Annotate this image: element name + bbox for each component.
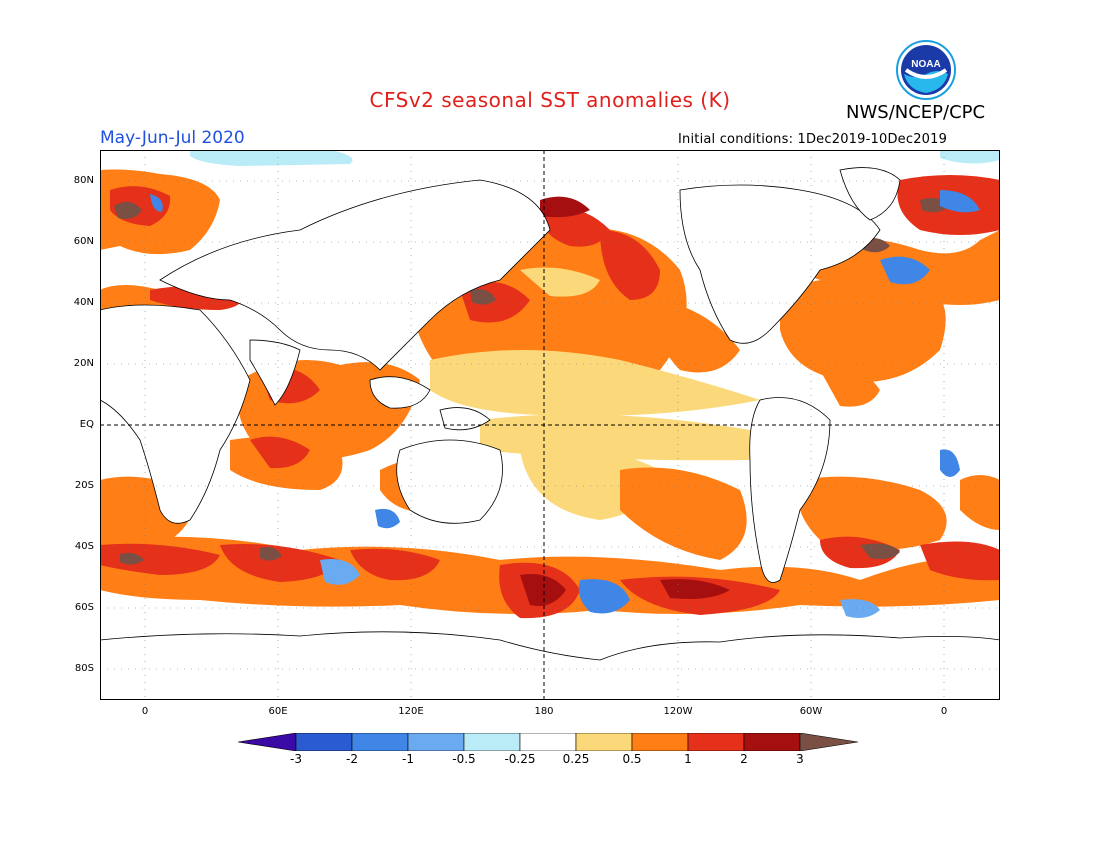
colorbar-label-1: 1 bbox=[684, 752, 692, 766]
colorbar-segment bbox=[631, 733, 689, 751]
initial-conditions-label: Initial conditions: 1Dec2019-10Dec2019 bbox=[678, 132, 948, 147]
colorbar-label-2: 2 bbox=[740, 752, 748, 766]
lon-label-120e: 120E bbox=[398, 706, 424, 717]
colorbar-label-05: 0.5 bbox=[622, 752, 642, 766]
lon-label-0-east: 0 bbox=[940, 706, 948, 717]
colorbar-segment bbox=[519, 733, 577, 751]
colorbar bbox=[238, 733, 859, 751]
colorbar-label-025: 0.25 bbox=[562, 752, 590, 766]
colorbar-segment bbox=[351, 733, 409, 751]
colorbar-segment bbox=[407, 733, 465, 751]
sst-anomaly-map bbox=[100, 150, 1000, 700]
colorbar-arrow-high bbox=[799, 733, 859, 751]
svg-text:NOAA: NOAA bbox=[911, 59, 940, 70]
graticule bbox=[100, 150, 1000, 700]
colorbar-label-m2: -2 bbox=[346, 752, 358, 766]
lat-label-60n: 60N bbox=[73, 236, 94, 247]
lat-label-20s: 20S bbox=[74, 480, 94, 491]
lat-label-60s: 60S bbox=[74, 602, 94, 613]
lon-label-60w: 60W bbox=[799, 706, 823, 717]
arctic-cool-band-east bbox=[940, 150, 1000, 164]
lat-label-20n: 20N bbox=[73, 358, 94, 369]
lat-label-80n: 80N bbox=[73, 175, 94, 186]
colorbar-label-3: 3 bbox=[796, 752, 804, 766]
colorbar-label-m1: -1 bbox=[402, 752, 414, 766]
colorbar-label-m025: -0.25 bbox=[504, 752, 536, 766]
colorbar-segment bbox=[743, 733, 801, 751]
lon-label-180: 180 bbox=[534, 706, 554, 717]
agency-label: NWS/NCEP/CPC bbox=[846, 102, 986, 123]
continent-outlines bbox=[100, 167, 1000, 700]
lat-label-40s: 40S bbox=[74, 541, 94, 552]
arctic-cool-band bbox=[190, 150, 353, 166]
southern-cool-patch bbox=[578, 579, 630, 614]
lon-label-120w: 120W bbox=[663, 706, 693, 717]
lat-label-80s: 80S bbox=[74, 663, 94, 674]
colorbar-segment bbox=[575, 733, 633, 751]
colorbar-label-m05: -0.5 bbox=[452, 752, 476, 766]
colorbar-segment bbox=[463, 733, 521, 751]
lat-label-40n: 40N bbox=[73, 297, 94, 308]
colorbar-segment bbox=[687, 733, 745, 751]
lon-label-0-west: 0 bbox=[141, 706, 149, 717]
lon-label-60e: 60E bbox=[268, 706, 288, 717]
colorbar-segment bbox=[295, 733, 353, 751]
colorbar-arrow-low bbox=[238, 733, 297, 751]
map-title: CFSv2 seasonal SST anomalies (K) bbox=[369, 88, 731, 112]
colorbar-label-m3: -3 bbox=[290, 752, 302, 766]
lat-label-eq: EQ bbox=[79, 419, 94, 430]
noaa-logo: NOAA bbox=[896, 40, 956, 100]
season-label: May-Jun-Jul 2020 bbox=[100, 128, 245, 148]
